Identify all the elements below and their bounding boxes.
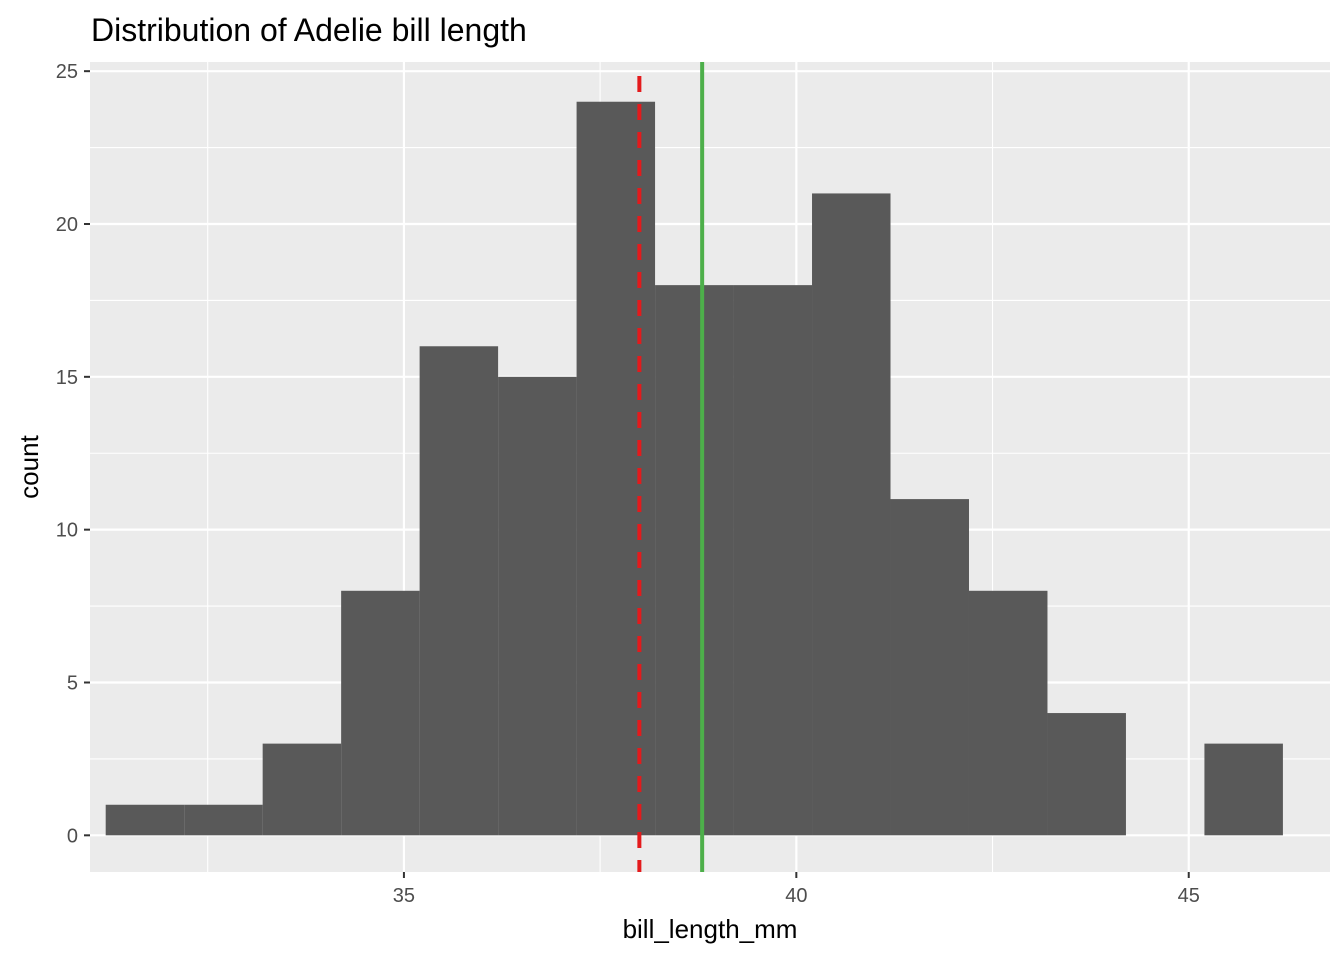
y-tick-label: 5	[67, 672, 78, 694]
x-tick-label: 40	[785, 885, 807, 907]
histogram-bar	[498, 376, 577, 836]
histogram-bars	[105, 101, 1283, 836]
reference-lines	[637, 62, 705, 872]
histogram-bar	[184, 804, 263, 836]
histogram-bar	[1204, 743, 1283, 836]
histogram-bar	[576, 101, 656, 836]
histogram-bar	[341, 590, 420, 836]
chart-title: Distribution of Adelie bill length	[91, 12, 527, 48]
x-axis-ticks: 35 40 45	[393, 872, 1200, 907]
y-tick-label: 15	[56, 367, 78, 389]
histogram-bar	[419, 346, 499, 836]
x-tick-label: 35	[393, 885, 415, 907]
y-tick-label: 10	[56, 520, 78, 542]
x-tick-label: 45	[1178, 885, 1200, 907]
histogram-bar	[968, 590, 1048, 836]
y-axis-title: count	[14, 434, 44, 498]
y-tick-label: 20	[56, 214, 78, 236]
histogram-bar	[890, 499, 969, 836]
y-axis-ticks: 0 5 10 15 20 25	[56, 61, 90, 847]
histogram-bar	[733, 285, 813, 836]
histogram-bar	[655, 285, 734, 836]
x-axis-title: bill_length_mm	[623, 914, 798, 944]
histogram-bar	[1047, 713, 1126, 836]
histogram-bar	[812, 193, 891, 836]
y-tick-label: 25	[56, 61, 78, 83]
histogram-bar	[105, 804, 185, 836]
histogram-bar	[262, 743, 342, 836]
y-tick-label: 0	[67, 825, 78, 847]
